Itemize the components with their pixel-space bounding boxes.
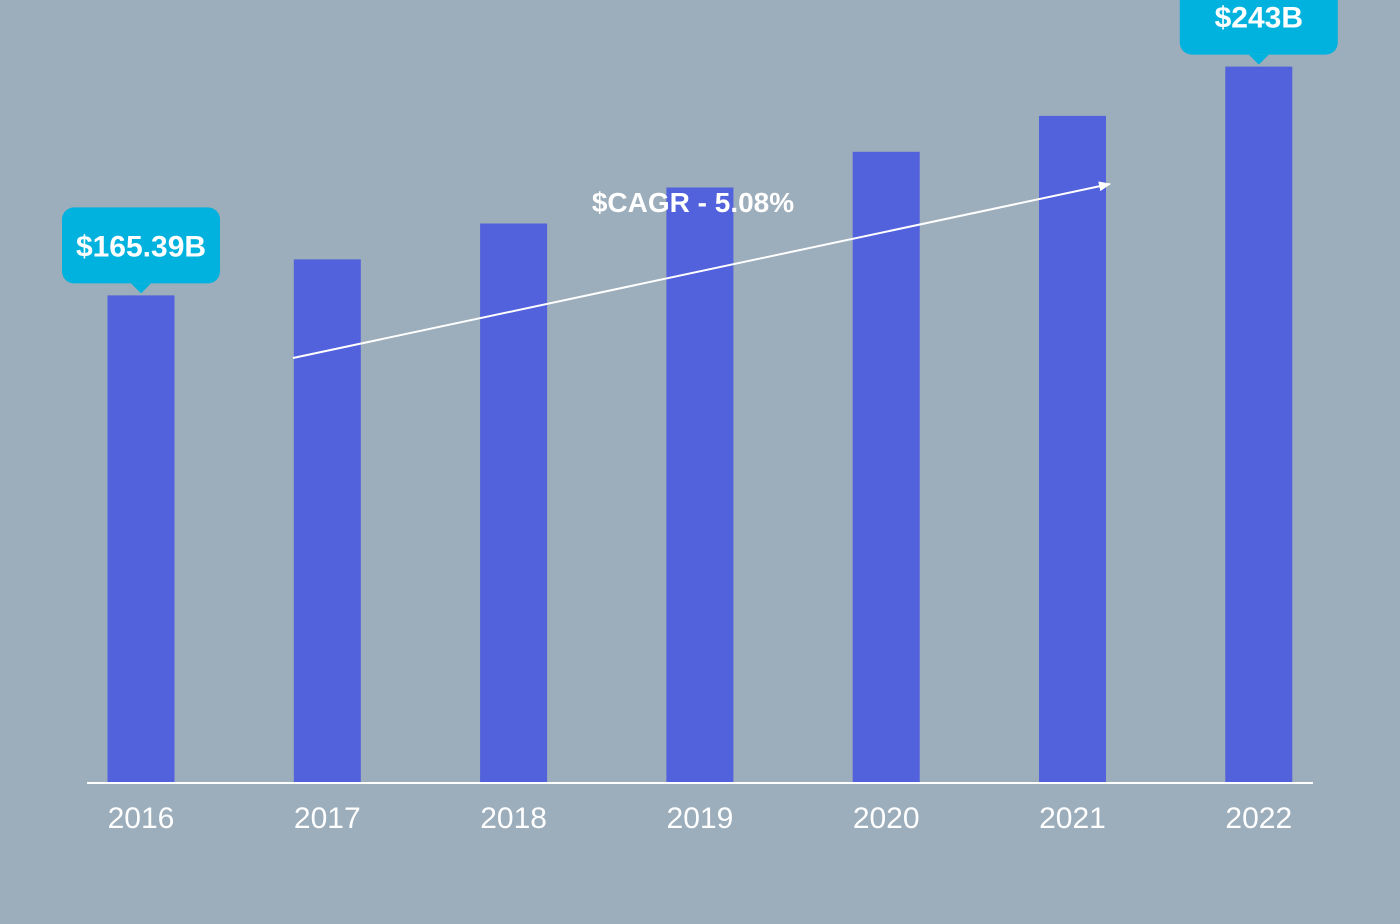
x-tick-label-2020: 2020 bbox=[853, 802, 920, 835]
x-tick-label-2016: 2016 bbox=[108, 802, 175, 835]
end-value-callout: $243B bbox=[1179, 0, 1338, 65]
start-value-callout: $165.39B bbox=[62, 207, 220, 294]
end-value-label: $243B bbox=[1215, 2, 1303, 35]
bar-2020 bbox=[852, 151, 920, 784]
bar-2019 bbox=[666, 187, 734, 783]
start-callout-box bbox=[62, 207, 220, 284]
x-tick-label-2017: 2017 bbox=[294, 802, 361, 835]
cagr-label: $CAGR - 5.08% bbox=[592, 187, 794, 218]
bar-2017 bbox=[293, 259, 361, 783]
bar-2016 bbox=[107, 295, 175, 783]
x-tick-label-2019: 2019 bbox=[667, 802, 734, 835]
end-callout-pointer bbox=[1248, 54, 1269, 65]
x-tick-label-2021: 2021 bbox=[1039, 802, 1106, 835]
bar-2018 bbox=[480, 223, 548, 783]
cagr-arrow bbox=[292, 181, 1111, 359]
start-value-label: $165.39B bbox=[76, 230, 206, 263]
bar-2021 bbox=[1039, 115, 1106, 783]
x-tick-label-2022: 2022 bbox=[1225, 802, 1292, 835]
x-tick-label-2018: 2018 bbox=[480, 802, 547, 835]
end-callout-box bbox=[1179, 0, 1338, 55]
start-callout-pointer bbox=[131, 283, 151, 294]
bars-group bbox=[107, 66, 1293, 784]
bar-2022 bbox=[1225, 66, 1293, 784]
x-tick-labels: 2016 2017 2018 2019 2020 2021 2022 bbox=[108, 802, 1293, 835]
